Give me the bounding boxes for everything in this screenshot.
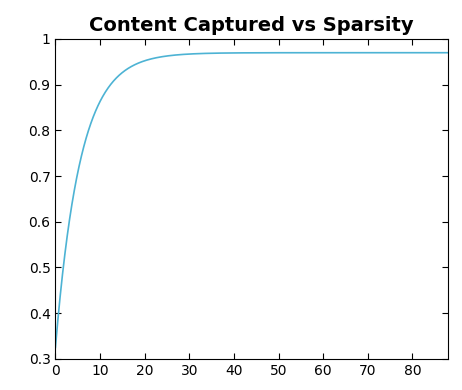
- Title: Content Captured vs Sparsity: Content Captured vs Sparsity: [90, 16, 414, 35]
